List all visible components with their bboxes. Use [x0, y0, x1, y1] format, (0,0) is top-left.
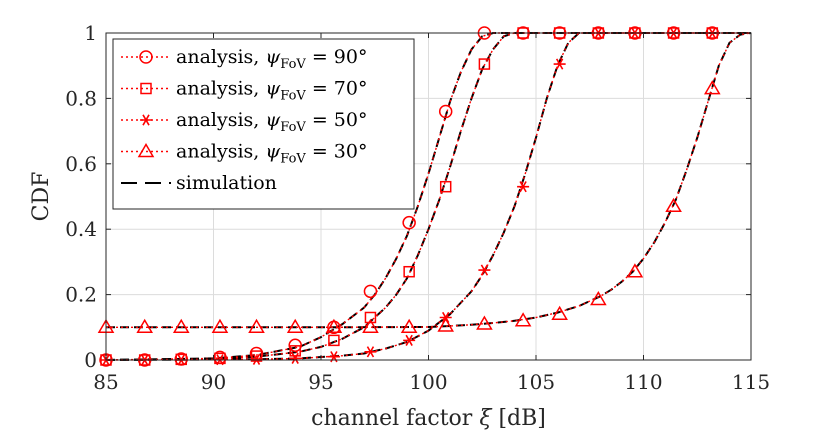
analysis-marker-square — [439, 180, 452, 193]
analysis-marker-circle — [288, 338, 302, 353]
analysis-marker-triangle — [703, 80, 721, 95]
y-tick-label: 0 — [84, 348, 97, 372]
analysis-marker-square — [364, 311, 377, 324]
analysis-marker-triangle — [172, 318, 190, 334]
analysis-marker-asterisk — [478, 264, 491, 276]
x-axis-label: channel factor ξ [dB] — [311, 406, 546, 431]
analysis-marker-asterisk — [517, 181, 530, 193]
analysis-marker-asterisk — [364, 346, 377, 358]
x-tick-label: 115 — [732, 370, 770, 394]
analysis-line-3 — [106, 32, 752, 328]
analysis-marker-triangle — [136, 318, 154, 334]
analysis-marker-triangle — [551, 305, 568, 320]
analysis-marker-square — [478, 58, 491, 70]
x-tick-label: 105 — [517, 370, 555, 394]
y-tick-label: 1 — [84, 21, 97, 45]
analysis-marker-circle — [363, 284, 378, 299]
analysis-marker-triangle — [665, 197, 682, 213]
analysis-marker-triangle — [514, 312, 532, 327]
analysis-marker-triangle — [626, 263, 644, 278]
analysis-marker-triangle — [400, 318, 418, 334]
analysis-marker-circle — [438, 104, 453, 119]
analysis-marker-square — [214, 352, 226, 365]
analysis-marker-triangle — [590, 291, 607, 306]
y-axis-ticks: 0 0.2 0.4 0.6 0.8 1 — [65, 21, 751, 372]
analysis-marker-square — [250, 350, 263, 362]
analysis-marker-triangle — [476, 315, 493, 330]
y-tick-label: 0.6 — [65, 152, 97, 176]
analysis-marker-triangle — [437, 317, 455, 332]
legend-marker-square — [140, 82, 152, 95]
legend-label-simulation: simulation — [176, 172, 277, 194]
x-tick-label: 90 — [201, 370, 226, 394]
analysis-marker-asterisk — [250, 353, 263, 365]
x-tick-label: 100 — [409, 370, 447, 394]
x-tick-label: 95 — [308, 370, 333, 394]
analysis-marker-triangle — [211, 318, 229, 334]
legend-marker-triangle — [137, 143, 155, 158]
analysis-marker-triangle — [248, 318, 265, 334]
legend-label: analysis, ψFoV = 50° — [176, 109, 367, 135]
analysis-marker-square — [328, 334, 340, 347]
analysis-marker-square — [403, 265, 415, 278]
analysis-marker-circle — [402, 215, 416, 230]
legend-label: analysis, ψFoV = 70° — [176, 78, 367, 104]
x-tick-label: 110 — [624, 370, 662, 394]
analysis-marker-asterisk — [403, 334, 416, 346]
legend: analysis, ψFoV = 90° analysis, ψFoV = 70°… — [112, 38, 415, 210]
legend-marker-circle — [139, 50, 153, 64]
legend-marker-asterisk — [140, 114, 152, 126]
x-axis-ticks: 85 90 95 100 105 110 115 — [93, 33, 770, 394]
legend-label: analysis, ψFoV = 90° — [176, 46, 367, 72]
analysis-marker-triangle — [325, 318, 343, 334]
y-tick-label: 0.2 — [65, 283, 97, 307]
simulation-line-1 — [105, 32, 751, 361]
analysis-marker-asterisk — [553, 58, 566, 70]
y-tick-label: 0.8 — [65, 86, 97, 110]
legend-label: analysis, ψFoV = 30° — [176, 141, 367, 167]
analysis-marker-square — [289, 345, 301, 357]
analysis-marker-triangle — [362, 318, 379, 334]
y-axis-label: CDF — [29, 172, 54, 222]
y-tick-label: 0.4 — [65, 217, 97, 241]
analysis-marker-triangle — [286, 318, 304, 334]
simulation-line-0 — [105, 32, 751, 361]
x-tick-label: 85 — [93, 370, 118, 394]
analysis-marker-asterisk — [289, 352, 302, 364]
legend-box — [112, 38, 415, 210]
